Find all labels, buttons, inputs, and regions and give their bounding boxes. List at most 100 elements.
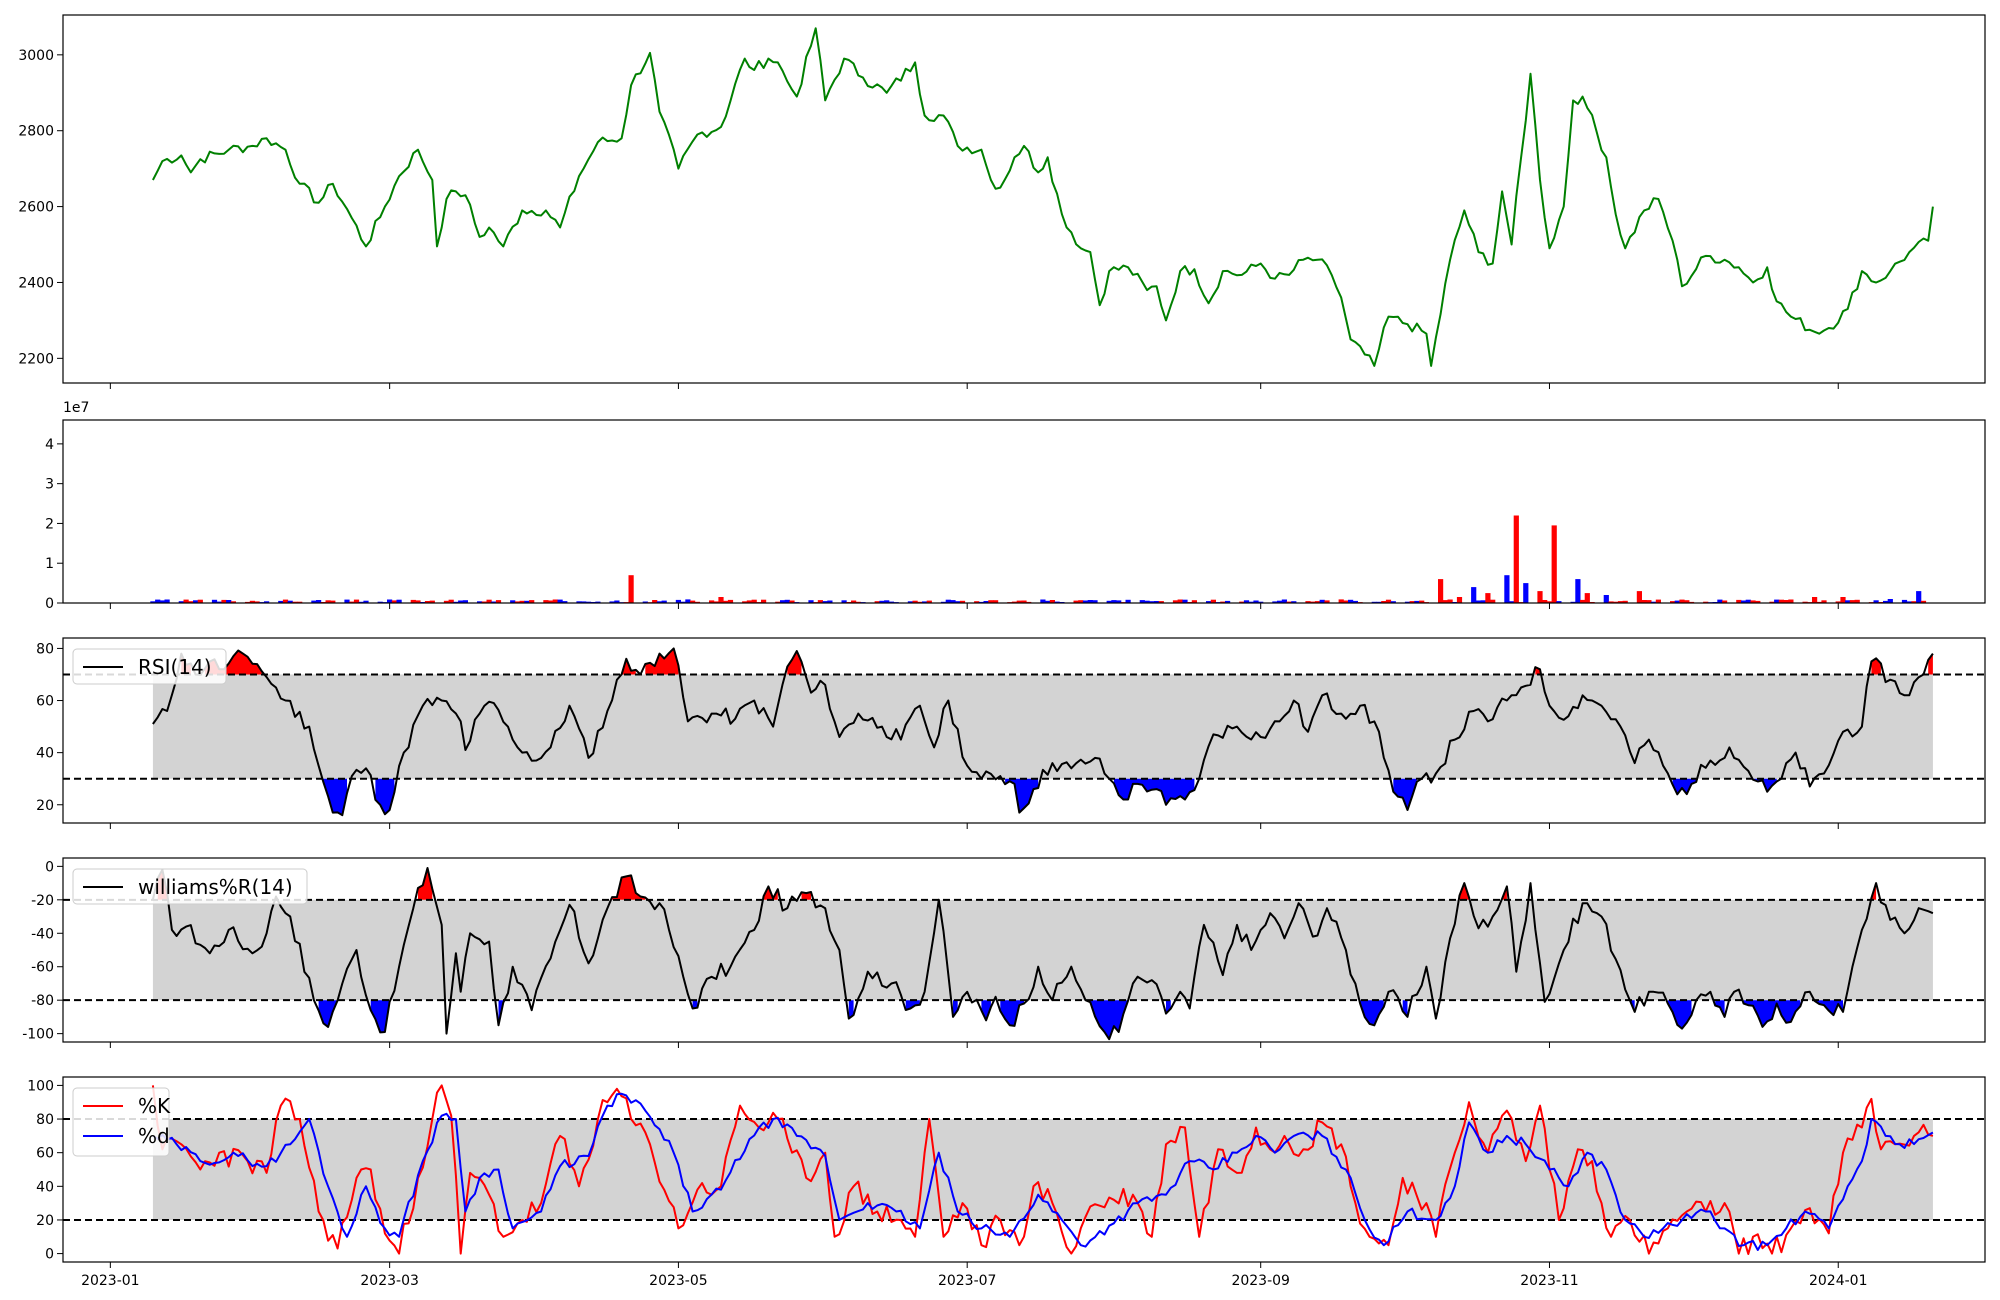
volume-bar <box>642 601 648 603</box>
volume-bar <box>1272 601 1278 603</box>
volume-bar <box>557 599 563 603</box>
volume-bar <box>1769 601 1775 603</box>
volume-bar <box>1854 599 1860 603</box>
volume-bar <box>443 600 450 603</box>
rsi-oversold-fill <box>1113 778 1195 805</box>
volume-bar <box>652 600 658 603</box>
price-ytick-label: 2600 <box>18 200 54 216</box>
volume-bar <box>1480 600 1486 603</box>
volume-bar <box>1542 600 1548 603</box>
williams-panel: 0 -20 -40 -60 -80 -100 williams%R(14) <box>22 857 1986 1048</box>
rsi-ytick-label: 40 <box>36 746 54 762</box>
volume-bar <box>1717 599 1723 603</box>
volume-bar <box>1149 601 1155 603</box>
volume-bar <box>922 601 928 603</box>
volume-bar <box>1456 597 1463 603</box>
volume-bar <box>164 599 170 603</box>
volume-bar <box>1210 599 1216 603</box>
volume-bar <box>1603 595 1609 603</box>
volume-bar <box>1551 525 1557 603</box>
volume-bar <box>888 601 894 603</box>
volume-bar <box>410 599 416 603</box>
volume-bar <box>377 601 383 603</box>
volume-bar <box>1054 601 1060 603</box>
williams-ytick-label: 0 <box>45 859 54 875</box>
volume-bar <box>1419 600 1425 603</box>
volume-bar <box>183 599 189 603</box>
volume-bar <box>292 601 298 603</box>
volume-bar <box>249 600 255 603</box>
volume-bar <box>155 599 161 603</box>
volume-bar <box>1385 599 1392 603</box>
williams-oversold-fill <box>1402 1000 1408 1017</box>
volume-bar <box>1845 600 1851 603</box>
volume-bar <box>945 599 951 603</box>
rsi-overbought-fill <box>205 650 262 675</box>
price-ytick-label: 2800 <box>18 124 54 140</box>
volume-bar <box>325 600 331 603</box>
volume-bar <box>481 601 487 603</box>
volume-bar <box>817 600 823 603</box>
volume-bar <box>1390 601 1396 603</box>
volume-bar <box>1580 599 1586 603</box>
rsi-ytick-label: 60 <box>36 694 54 710</box>
rsi-overbought-fill <box>1871 658 1881 675</box>
volume-bar <box>1225 600 1231 603</box>
williams-ytick-label: -40 <box>31 926 54 942</box>
williams-legend-label: williams%R(14) <box>138 875 293 899</box>
price-line <box>152 27 1934 367</box>
volume-bar <box>552 599 558 603</box>
volume-bar <box>690 600 696 603</box>
volume-bar <box>429 600 435 603</box>
williams-ytick-label: -20 <box>31 893 54 909</box>
volume-bar <box>1310 601 1316 603</box>
volume-bar <box>1911 601 1917 603</box>
stochastic-ytick-label: 100 <box>27 1078 54 1094</box>
volume-bar <box>297 601 303 603</box>
stochastic-band-fill <box>152 1119 1933 1220</box>
rsi-panel: 20 40 60 80 RSI(14) <box>36 637 1986 829</box>
volume-bar <box>1906 601 1912 603</box>
stochastic-legend-label: %d <box>138 1124 170 1148</box>
volume-bar <box>713 601 719 603</box>
volume-bar <box>841 600 847 603</box>
volume-bar <box>1239 601 1245 603</box>
volume-ytick-label: 3 <box>45 477 54 493</box>
volume-bar <box>491 601 497 603</box>
volume-bar <box>1651 601 1657 603</box>
volume-bar <box>1670 601 1676 603</box>
volume-bar <box>548 600 554 603</box>
williams-overbought-fill <box>801 892 811 900</box>
volume-bar <box>543 600 549 603</box>
volume-bar <box>330 600 336 603</box>
volume-bar <box>751 599 757 603</box>
volume-bar <box>282 599 289 603</box>
volume-bar <box>1258 601 1264 603</box>
x-tick-label: 2023-11 <box>1520 1273 1579 1289</box>
volume-bar <box>349 601 355 603</box>
volume-bar <box>254 601 260 603</box>
volume-bar <box>448 599 454 603</box>
volume-bar <box>316 600 322 603</box>
volume-bar <box>884 600 890 603</box>
williams-oversold-fill <box>318 1000 338 1027</box>
volume-bar <box>1684 600 1690 603</box>
x-tick-label: 2023-09 <box>1231 1273 1290 1289</box>
volume-bar <box>614 600 620 603</box>
volume-bar <box>1613 601 1619 603</box>
rsi-ytick-label: 80 <box>36 641 54 657</box>
rsi-oversold-fill <box>1005 778 1039 813</box>
volume-bar <box>1116 600 1122 603</box>
volume-bar <box>278 600 284 603</box>
volume-bar <box>1783 600 1789 603</box>
volume-bar <box>680 601 686 603</box>
volume-bar <box>1722 600 1728 603</box>
volume-bar <box>1243 600 1250 603</box>
volume-bar <box>387 599 393 603</box>
volume-bar <box>1253 600 1259 603</box>
volume-bar <box>1409 601 1415 603</box>
volume-bar <box>1509 601 1515 603</box>
volume-bar <box>477 601 483 603</box>
stochastic-ytick-label: 40 <box>36 1179 54 1195</box>
williams-oversold-fill <box>1360 1000 1384 1026</box>
